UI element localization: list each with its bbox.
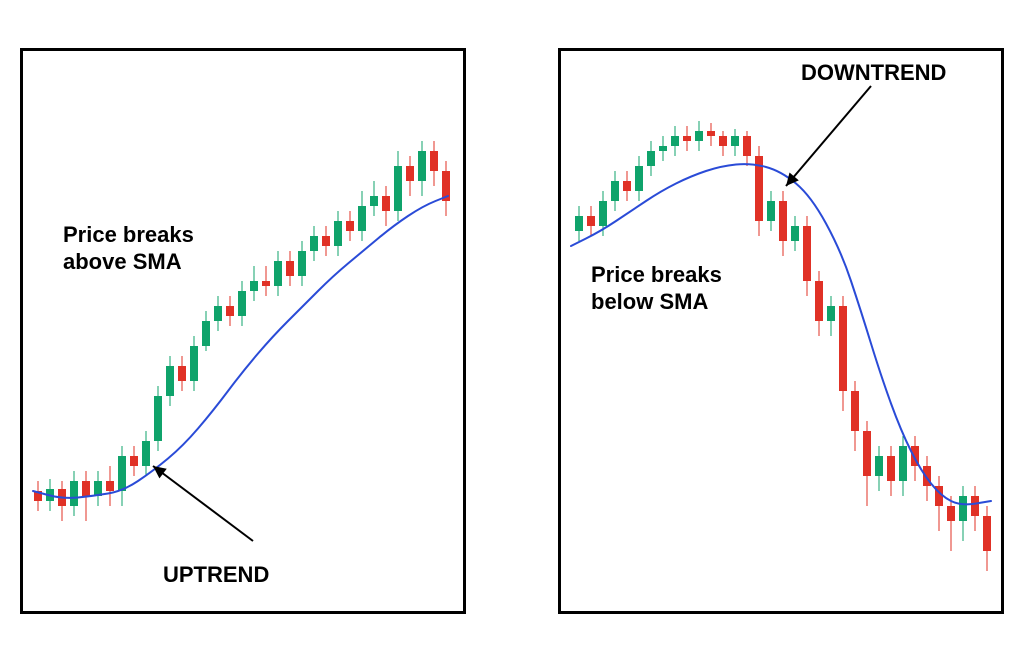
downtrend-label: DOWNTREND — [801, 59, 946, 87]
downtrend-panel: Price breaks below SMA DOWNTREND — [558, 48, 1004, 614]
uptrend-label: UPTREND — [163, 561, 269, 589]
uptrend-annotation: Price breaks above SMA — [63, 221, 194, 276]
downtrend-annotation: Price breaks below SMA — [591, 261, 722, 316]
uptrend-panel: Price breaks above SMA UPTREND — [20, 48, 466, 614]
downtrend-chart — [561, 51, 1001, 611]
uptrend-chart — [23, 51, 463, 611]
